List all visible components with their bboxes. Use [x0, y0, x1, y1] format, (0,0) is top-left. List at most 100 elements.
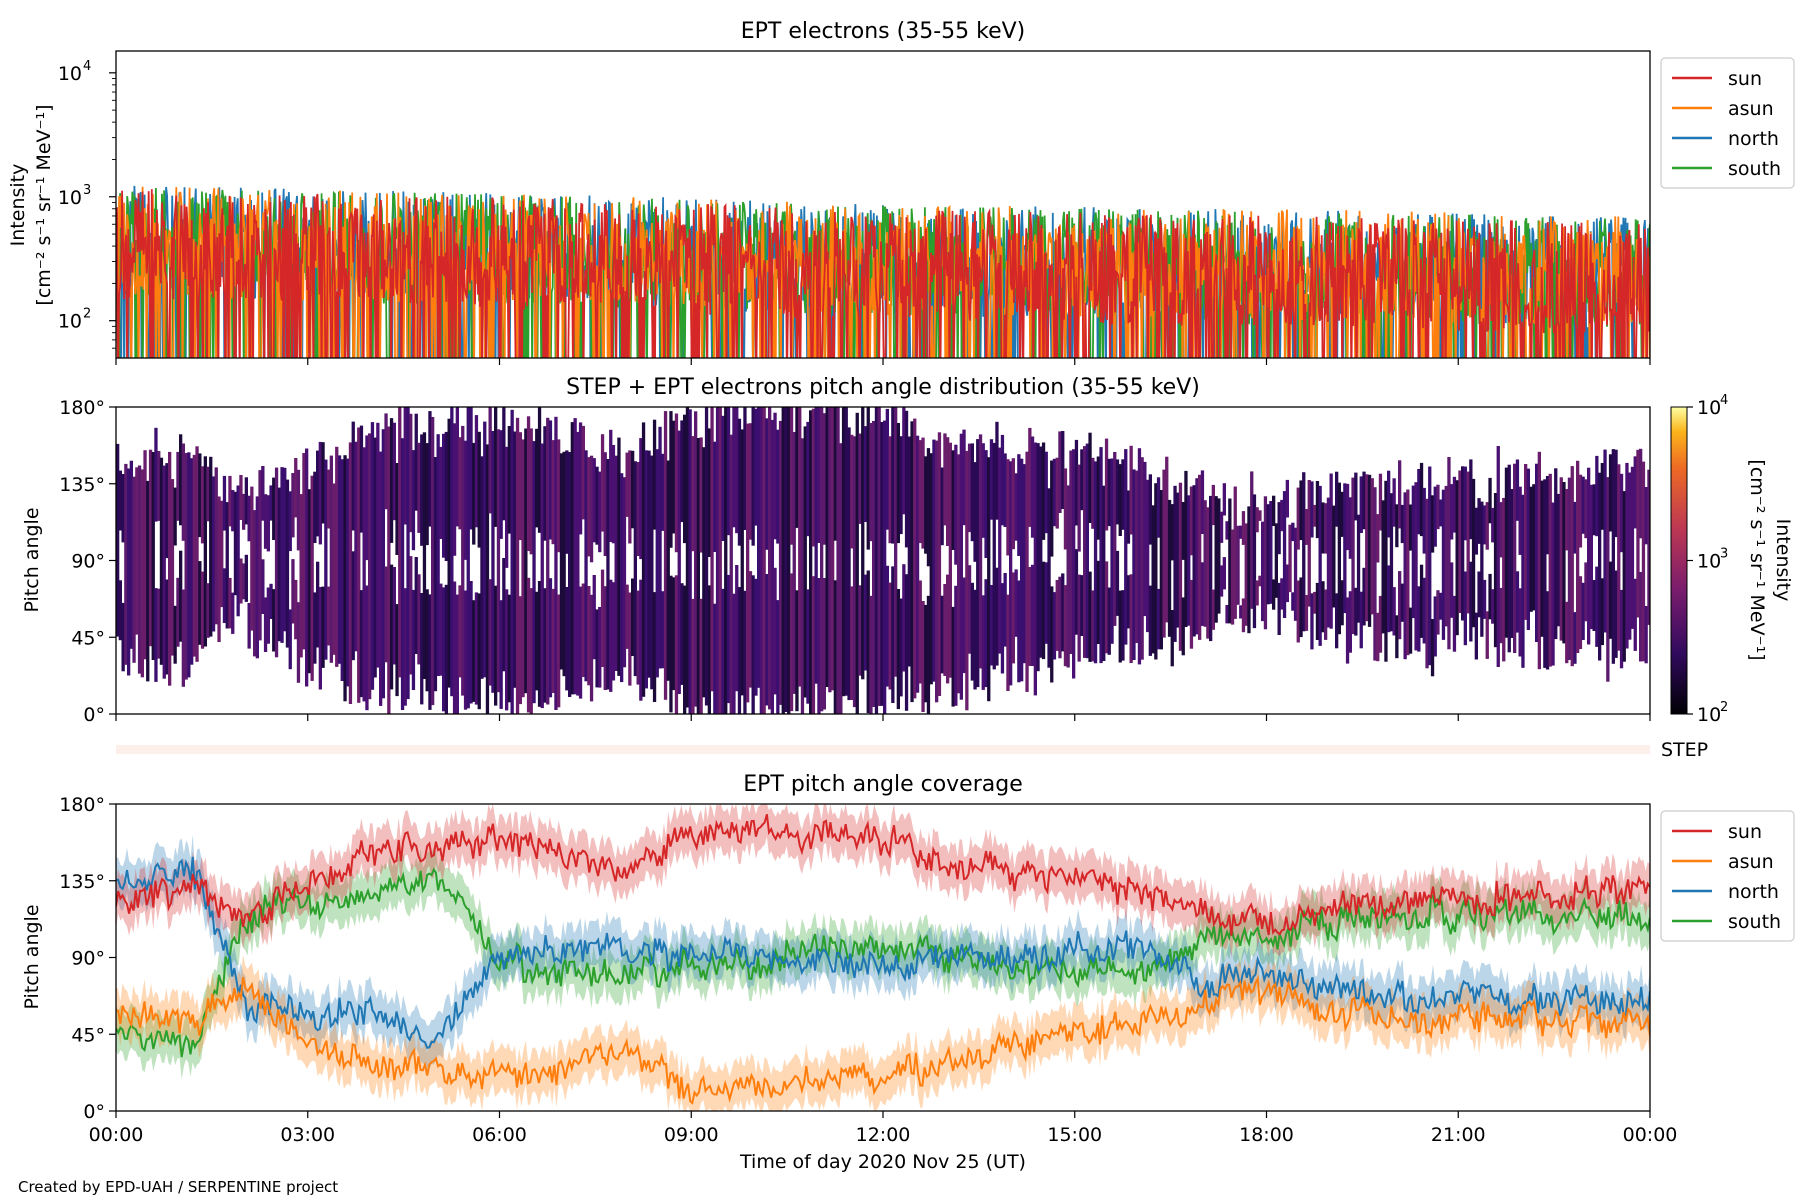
pad-column [636, 462, 640, 556]
pad-column [1321, 502, 1325, 554]
pad-column [1392, 587, 1396, 636]
pad-column [507, 426, 511, 534]
pad-column [1198, 474, 1202, 640]
pad-column [633, 461, 637, 677]
pad-column [162, 465, 166, 679]
pad-column [157, 451, 161, 521]
pad-column [1000, 583, 1005, 674]
panel1-ytick-exponent: 2 [83, 307, 91, 322]
pad-column [765, 574, 769, 706]
pad-column [1436, 484, 1440, 530]
pad-column [518, 596, 522, 705]
pad-column [1143, 461, 1147, 617]
pad-column [1359, 476, 1363, 533]
pad-column [1102, 485, 1106, 661]
pad-column [595, 609, 599, 688]
pad-column [740, 429, 744, 696]
pad-column [1165, 456, 1169, 623]
pad-column [118, 470, 122, 531]
pad-column [1378, 595, 1383, 653]
pad-column [1581, 582, 1585, 640]
pad-column [1318, 485, 1322, 646]
pad-column [1291, 592, 1295, 611]
pad-column [836, 407, 840, 714]
pad-column [1548, 473, 1552, 667]
pad-column [474, 592, 479, 705]
pad-column [800, 438, 805, 714]
pad-column [1146, 479, 1150, 633]
pad-column [1072, 449, 1076, 679]
pad-column [1299, 577, 1303, 638]
pad-column [680, 420, 684, 523]
pad-column [474, 415, 479, 528]
pad-column [970, 582, 974, 681]
pad-column [721, 588, 725, 714]
pad-column [452, 423, 457, 556]
pad-column [831, 407, 835, 691]
pad-column [611, 445, 616, 544]
pad-column [1430, 495, 1435, 553]
panel4-line-asun [116, 975, 1650, 1105]
pad-column [1066, 485, 1070, 668]
pad-column [1044, 562, 1048, 644]
pad-column [754, 578, 758, 696]
pad-column [1521, 494, 1525, 668]
pad-column [1600, 578, 1604, 646]
pad-column [1343, 483, 1347, 614]
pad-column [617, 437, 621, 676]
pad-column [1304, 509, 1309, 545]
pad-column [1014, 473, 1018, 541]
pad-column [1200, 562, 1205, 626]
pad-column [1504, 467, 1509, 638]
pad-column [1074, 549, 1079, 635]
pad-column [266, 495, 270, 552]
pad-column [1129, 445, 1133, 535]
pad-column [1398, 460, 1402, 529]
pad-column [154, 427, 158, 522]
pad-column [409, 413, 413, 533]
pad-column [458, 437, 462, 530]
pad-column [557, 439, 561, 553]
pad-column [770, 419, 774, 714]
pad-column [132, 476, 136, 663]
pad-column [1033, 442, 1037, 696]
pad-column [680, 583, 684, 685]
panel1-legend: sun asun north south [1660, 57, 1795, 189]
pad-column [1096, 456, 1100, 540]
pad-column [1272, 495, 1276, 526]
pad-column [737, 587, 742, 714]
pad-column [1485, 611, 1489, 659]
panel4-ytick-label: 180° [59, 794, 105, 816]
pad-column [1606, 477, 1610, 682]
pad-column [1050, 460, 1054, 557]
pad-column [285, 479, 290, 648]
pad-column [1417, 469, 1421, 535]
pad-column [1595, 566, 1599, 647]
pad-column [669, 575, 673, 713]
pad-column [937, 432, 942, 696]
pad-column [899, 598, 903, 697]
pad-column [222, 475, 227, 531]
pad-column [1532, 484, 1536, 611]
pad-column [1052, 592, 1057, 660]
pad-column [1477, 498, 1481, 544]
pad-column [1644, 606, 1648, 664]
panel1-ytick-label: 10 [58, 311, 82, 333]
pad-column [1419, 564, 1424, 638]
pad-column [505, 589, 509, 711]
pad-column [847, 427, 851, 701]
pad-column [168, 451, 172, 686]
pad-column [1028, 427, 1032, 527]
pad-column [1063, 468, 1068, 550]
pad-column [1017, 454, 1021, 556]
pad-column [546, 417, 550, 705]
pad-column [1121, 590, 1125, 661]
pad-column [589, 594, 594, 702]
pad-column [195, 446, 199, 662]
pad-column [896, 423, 900, 544]
panel4-xtick-label: 12:00 [856, 1124, 911, 1146]
pad-column [732, 407, 736, 528]
pad-column [924, 604, 928, 703]
pad-column [557, 594, 561, 708]
pad-column [1299, 480, 1303, 541]
